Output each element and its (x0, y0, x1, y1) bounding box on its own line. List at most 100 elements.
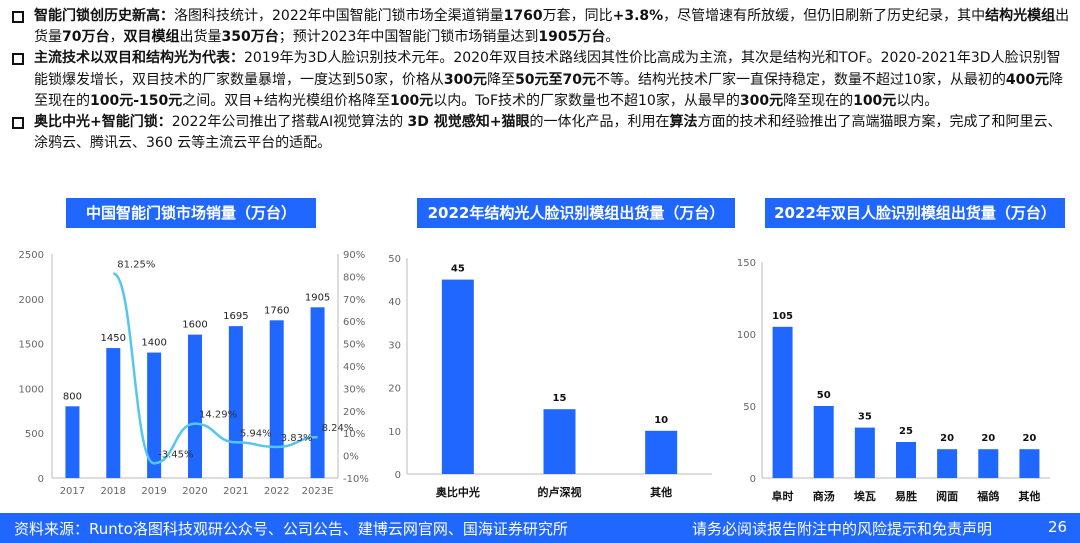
x-tick-label: 的卢深视 (538, 485, 582, 499)
bullet-emphasis: 1905万台 (538, 29, 606, 46)
x-tick-label: 商汤 (813, 489, 835, 503)
y-tick-label: 100 (737, 330, 756, 341)
growth-line (112, 272, 318, 465)
x-tick-label: 2018 (101, 486, 126, 497)
bullet-run: 2022年公司推出了搭载AI视觉算法的 (171, 114, 408, 131)
bullet-emphasis: 奥比中光+智能门锁： (34, 114, 172, 131)
bar-value-label: 25 (899, 426, 913, 437)
x-tick-label: 埃瓦 (854, 489, 876, 503)
bar (937, 449, 958, 478)
bullet-emphasis: 50元至70元 (515, 71, 597, 88)
binocular-chart: 0 50 100 150 105 阜时 50 商汤 35 埃瓦 25 易胜 20 阅面 20 福鸽 20 其他 (737, 258, 1050, 503)
y2-tick-label: 20% (343, 407, 365, 418)
bullet-emphasis: 70万台 (62, 29, 110, 46)
bullet-run: 万套，同比 (542, 8, 613, 24)
y2-tick-label: 30% (343, 384, 365, 395)
y2-tick-label: -10% (343, 474, 369, 485)
y-tick-label: 50 (388, 254, 401, 265)
bullet-run: 降至现在的 (783, 92, 854, 109)
bar-value-label: 20 (981, 433, 995, 444)
line-value-label: 3.83% (281, 433, 313, 444)
y2-tick-label: 40% (343, 362, 365, 373)
bar-value-label: 1600 (182, 320, 207, 331)
y2-tick-label: 10% (343, 429, 365, 440)
footer-source: 资料来源：Runto洛图科技观研公众号、公司公告、建博云网官网、国海证券研究所 (14, 520, 568, 538)
x-tick-label: 2020 (182, 486, 207, 497)
bar-value-label: 1450 (101, 333, 126, 344)
x-tick-label: 2021 (223, 486, 248, 497)
bar (65, 406, 80, 478)
y2-tick-label: 70% (343, 295, 365, 306)
bullet-run: 。 (605, 29, 620, 46)
bullet-emphasis: 300元 (739, 92, 784, 109)
bullet-emphasis: 350万台 (221, 29, 279, 46)
x-tick-label: 2023E (302, 486, 334, 497)
x-tick-label: 其他 (650, 485, 672, 499)
bar (543, 409, 576, 474)
y2-tick-label: 90% (343, 250, 365, 261)
bar-value-label: 15 (553, 393, 567, 404)
y-tick-label: 0 (395, 470, 401, 481)
y-tick-label: 0 (750, 474, 756, 485)
bar (269, 320, 284, 478)
bullet-run: 不等。结构光技术厂家一直保持稳定，数量不超过10家，从最初的 (596, 71, 1006, 88)
bar (310, 307, 325, 478)
bullet-text: 主流技术以双目和结构光为代表：2019年为3D人脸识别技术元年。2020年双目技… (34, 50, 1063, 108)
bar (147, 352, 162, 478)
bullet-text: 奥比中光+智能门锁：2022年公司推出了搭载AI视觉算法的 3D 视觉感知+猫眼… (34, 114, 1062, 151)
bullet-3: 奥比中光+智能门锁：2022年公司推出了搭载AI视觉算法的 3D 视觉感知+猫眼… (10, 112, 1072, 154)
bullet-run: 以内。ToF技术的厂家数量也不超10家，从最早的 (433, 92, 740, 109)
bar-value-label: 20 (940, 433, 954, 444)
bar-value-label: 45 (451, 264, 465, 275)
bullet-run: 降至现在的 (34, 71, 1064, 109)
bullet-emphasis: +3.8% (612, 8, 664, 24)
y2-tick-label: 60% (343, 317, 365, 328)
x-tick-label: 2017 (60, 486, 85, 497)
bullet-run: 出货量 (34, 8, 1070, 46)
footer-disclaimer: 请务必阅读报告附注中的风险提示和免责声明 (692, 520, 993, 538)
bullet-run: 出货量 (179, 29, 222, 46)
y-tick-label: 20 (388, 384, 401, 395)
bar-value-label: 1905 (305, 292, 330, 303)
bullet-list: 智能门锁创历史新高：洛图科技统计，2022年中国智能门锁市场全渠道销量1760万… (10, 6, 1072, 154)
line-value-label: 81.25% (117, 260, 155, 271)
bullet-emphasis: 400元 (1005, 71, 1050, 88)
bullet-emphasis: 结构光模组 (985, 8, 1056, 24)
x-tick-label: 易胜 (895, 489, 917, 503)
bullet-square-icon (12, 11, 24, 23)
bullet-run: 方面的技术和经验推出了高端猫眼方案，完成了和阿里云、涂鸦云、腾讯云、360 云等… (34, 114, 1062, 152)
y-tick-label: 1500 (19, 340, 44, 351)
bar (854, 427, 875, 478)
y2-tick-label: 0% (343, 452, 359, 463)
bullet-emphasis: 3D 视觉感知+猫眼 (407, 114, 530, 131)
line-value-label: 14.29% (199, 410, 237, 421)
y-tick-label: 2000 (19, 295, 44, 306)
bullet-run: ，尽管增速有所放缓，但仍旧刷新了历史纪录，其中 (663, 8, 986, 24)
chart-title-market: 中国智能门锁市场销量（万台） (66, 198, 316, 228)
bar (896, 442, 916, 478)
bar-value-label: 20 (1022, 433, 1036, 444)
bar (228, 326, 243, 478)
bullet-emphasis: 100元 (853, 92, 897, 109)
line-value-label: 5.94% (240, 428, 272, 439)
line-value-label: 8.24% (322, 423, 354, 434)
bullet-run: ；预计2023年中国智能门锁市场销量达到 (278, 29, 539, 46)
bullet-square-icon (12, 117, 24, 130)
bullet-square-icon (12, 53, 24, 66)
y-tick-label: 500 (25, 429, 44, 440)
bar (441, 279, 474, 474)
x-tick-label: 阅面 (936, 489, 958, 503)
x-tick-label: 阜时 (772, 489, 794, 503)
x-tick-label: 其他 (1018, 489, 1040, 503)
y-tick-label: 30 (388, 340, 401, 351)
bullet-emphasis: 1760 (503, 8, 543, 24)
bar-value-label: 1400 (141, 338, 166, 349)
bar (772, 326, 793, 478)
bullet-emphasis: 智能门锁创历史新高： (34, 8, 174, 24)
bar (188, 334, 202, 478)
bullet-emphasis: 算法 (669, 114, 698, 131)
bar-value-label: 105 (772, 311, 793, 322)
bar-value-label: 1760 (264, 305, 289, 316)
y-tick-label: 10 (388, 427, 401, 438)
x-tick-label: 福鸽 (976, 489, 999, 503)
